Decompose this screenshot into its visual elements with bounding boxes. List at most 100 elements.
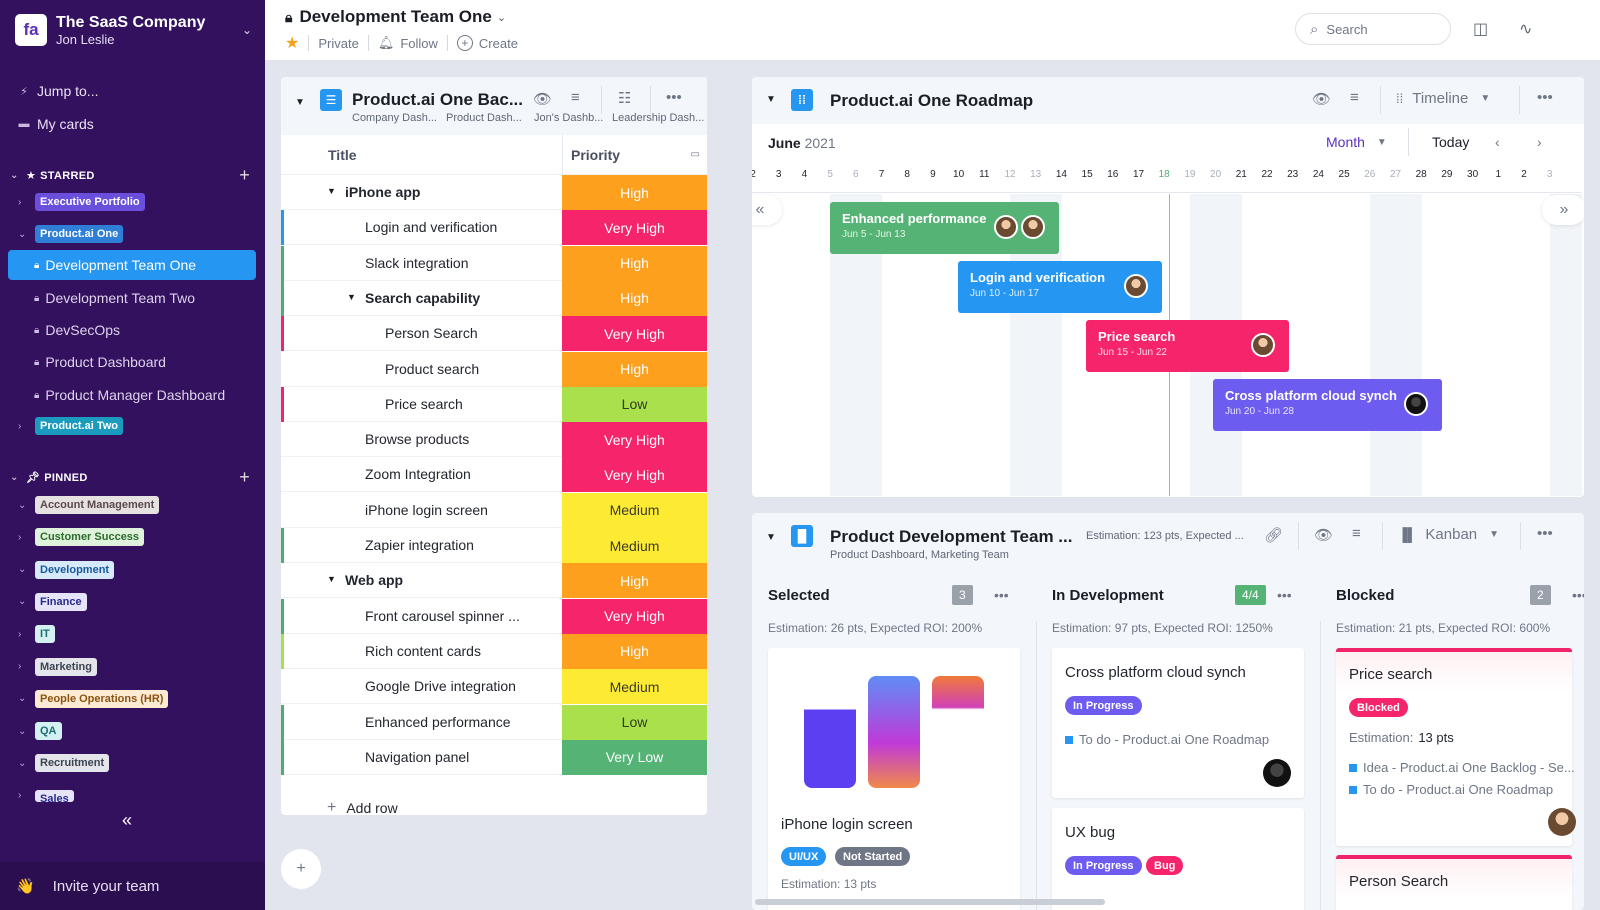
priority-cell[interactable]: Low bbox=[562, 386, 707, 422]
avatar[interactable] bbox=[994, 215, 1018, 239]
filter-icon[interactable]: ≡ bbox=[571, 89, 580, 106]
row-title[interactable]: Browse products bbox=[365, 431, 470, 448]
sidebar-page-product-dashboard[interactable]: 🔒︎ Product Dashboard bbox=[8, 347, 256, 377]
row-title[interactable]: Product search bbox=[385, 360, 480, 377]
sidebar-item-product-ai-one[interactable]: ⌄ Product.ai One bbox=[18, 225, 124, 243]
kanban-card-person-search[interactable]: Person Search bbox=[1336, 855, 1572, 910]
priority-cell[interactable]: High bbox=[562, 280, 707, 316]
kanban-card-price-search[interactable]: Price search Blocked Estimation: 13 pts … bbox=[1336, 648, 1576, 846]
table-row[interactable]: Person Search Very High bbox=[281, 316, 707, 352]
chevron-down-icon[interactable]: ⌄ bbox=[18, 757, 27, 769]
avatar[interactable] bbox=[1251, 333, 1275, 357]
sidebar-item-sales[interactable]: › Sales bbox=[18, 787, 74, 805]
card-link[interactable]: To do - Product.ai One Roadmap bbox=[1065, 732, 1269, 747]
sidebar-item-people-operations-hr[interactable]: ⌄ People Operations (HR) bbox=[18, 689, 169, 708]
priority-cell[interactable]: Medium bbox=[562, 492, 707, 528]
my-cards-link[interactable]: ▬ My cards bbox=[17, 116, 94, 132]
column-header-title[interactable]: Title bbox=[328, 147, 357, 163]
pinned-section-header[interactable]: ⌄ 📌︎ PINNED + bbox=[10, 467, 250, 488]
privacy-button[interactable]: Private bbox=[318, 35, 359, 51]
starred-section-header[interactable]: ⌄ ★ STARRED + bbox=[10, 165, 250, 186]
row-title[interactable]: Google Drive integration bbox=[365, 678, 516, 695]
row-title[interactable]: Rich content cards bbox=[365, 642, 481, 659]
table-row[interactable]: Login and verification Very High bbox=[281, 210, 707, 246]
row-title[interactable]: Search capability bbox=[365, 289, 481, 306]
sidebar-page-development-team-two[interactable]: 🔒︎ Development Team Two bbox=[8, 283, 256, 313]
chevron-down-icon[interactable]: ⌄ bbox=[18, 596, 27, 608]
card-link[interactable]: Idea - Product.ai One Backlog - Se... bbox=[1349, 760, 1575, 775]
priority-cell[interactable]: High bbox=[562, 175, 707, 210]
avatar[interactable] bbox=[1124, 274, 1148, 298]
sidebar-item-development[interactable]: ⌄ Development bbox=[18, 560, 115, 579]
avatar[interactable] bbox=[1263, 759, 1291, 787]
column-menu-icon[interactable]: ▭ bbox=[690, 149, 700, 160]
eye-icon[interactable]: 👁︎ bbox=[1314, 527, 1334, 544]
scale-dropdown[interactable]: Month ▼ bbox=[1326, 134, 1387, 150]
priority-cell[interactable]: Very High bbox=[562, 422, 707, 458]
timeline-bar[interactable]: Cross platform cloud synch Jun 20 - Jun … bbox=[1213, 379, 1442, 431]
eye-icon[interactable]: 👁︎ bbox=[1312, 91, 1332, 108]
link-icon[interactable]: 🔗︎ bbox=[1264, 527, 1284, 544]
row-title[interactable]: Price search bbox=[385, 395, 463, 412]
jump-to-link[interactable]: ⚡ Jump to... bbox=[17, 83, 98, 99]
column-header-priority[interactable]: Priority ▭ bbox=[562, 135, 707, 175]
chevron-down-icon[interactable]: ⌄ bbox=[18, 693, 27, 705]
dashboard-link[interactable]: Jon's Dashb... bbox=[534, 112, 604, 124]
scroll-right-button[interactable]: » bbox=[1542, 195, 1584, 225]
page-title[interactable]: 🔒︎ Development Team One ⌄ bbox=[285, 7, 506, 27]
dashboard-link[interactable]: Product Dash... bbox=[446, 112, 522, 124]
sidebar-item-marketing[interactable]: › Marketing bbox=[18, 657, 97, 676]
scroll-left-button[interactable]: « bbox=[752, 195, 782, 225]
more-icon[interactable]: ••• bbox=[1537, 525, 1553, 542]
chevron-right-icon[interactable]: › bbox=[18, 790, 22, 802]
chevron-right-icon[interactable]: › bbox=[18, 531, 22, 543]
kanban-card-iphone-login[interactable]: iPhone login screen UI/UX Not Started Es… bbox=[768, 648, 1020, 910]
split-view-icon[interactable]: ◫ bbox=[1473, 21, 1489, 38]
invite-team-button[interactable]: 👋 Invite your team bbox=[0, 862, 265, 910]
backlog-title[interactable]: Product.ai One Bac... bbox=[352, 90, 523, 109]
row-title[interactable]: Navigation panel bbox=[365, 748, 470, 765]
kanban-dashboards[interactable]: Product Dashboard, Marketing Team bbox=[830, 549, 1009, 561]
chevron-down-icon[interactable]: ⌄ bbox=[496, 11, 507, 24]
collapse-caret-icon[interactable]: ▼ bbox=[295, 97, 305, 108]
filter-icon[interactable]: ≡ bbox=[1352, 525, 1361, 542]
timeline-bar[interactable]: Enhanced performance Jun 5 - Jun 13 bbox=[830, 202, 1059, 254]
star-icon[interactable]: ★ bbox=[285, 35, 300, 52]
sidebar-item-finance[interactable]: ⌄ Finance bbox=[18, 592, 87, 611]
collapse-caret-icon[interactable]: ▼ bbox=[766, 532, 776, 543]
roadmap-title[interactable]: Product.ai One Roadmap bbox=[830, 91, 1034, 110]
sidebar-item-qa[interactable]: ⌄ QA bbox=[18, 722, 62, 741]
priority-cell[interactable]: Medium bbox=[562, 669, 707, 705]
priority-cell[interactable]: Very High bbox=[562, 316, 707, 352]
filter-icon[interactable]: ≡ bbox=[1350, 89, 1359, 106]
kanban-card-cloud-synch[interactable]: Cross platform cloud synch In Progress T… bbox=[1052, 648, 1304, 798]
today-button[interactable]: Today bbox=[1432, 134, 1470, 150]
table-row[interactable]: Slack integration High bbox=[281, 245, 707, 281]
kanban-title[interactable]: Product Development Team ... bbox=[830, 527, 1073, 546]
table-row[interactable]: Price search Low bbox=[281, 386, 707, 422]
table-row[interactable]: Product search High bbox=[281, 351, 707, 387]
row-title[interactable]: Web app bbox=[345, 572, 404, 589]
timeline-bar[interactable]: Login and verification Jun 10 - Jun 17 bbox=[958, 261, 1162, 313]
avatar[interactable] bbox=[1404, 392, 1428, 416]
table-group-row[interactable]: ▼ Web app High bbox=[281, 563, 707, 599]
view-switcher[interactable]: ▐▌ Kanban ▼ bbox=[1398, 526, 1499, 543]
sidebar-page-product-manager-dashboard[interactable]: 🔒︎ Product Manager Dashboard bbox=[8, 380, 256, 410]
table-row[interactable]: Zoom Integration Very High bbox=[281, 457, 707, 493]
dashboard-link[interactable]: Leadership Dash... bbox=[612, 112, 705, 124]
collapse-sidebar-button[interactable]: « bbox=[122, 810, 133, 830]
table-group-row[interactable]: ▼ Search capability High bbox=[281, 280, 707, 316]
priority-cell[interactable]: Low bbox=[562, 704, 707, 740]
row-title[interactable]: iPhone app bbox=[345, 184, 421, 200]
activity-icon[interactable]: ∿ bbox=[1519, 21, 1533, 38]
more-icon[interactable]: ••• bbox=[1537, 89, 1553, 106]
column-more-icon[interactable]: ••• bbox=[994, 587, 1009, 603]
table-row[interactable]: Zapier integration Medium bbox=[281, 528, 707, 563]
row-title[interactable]: Person Search bbox=[385, 325, 478, 342]
row-title[interactable]: iPhone login screen bbox=[365, 501, 488, 518]
row-title[interactable]: Front carousel spinner ... bbox=[365, 607, 520, 624]
collapse-caret-icon[interactable]: ▼ bbox=[766, 94, 776, 105]
avatar[interactable] bbox=[1548, 808, 1576, 836]
table-row[interactable]: iPhone login screen Medium bbox=[281, 492, 707, 528]
more-icon[interactable]: ••• bbox=[666, 89, 682, 106]
